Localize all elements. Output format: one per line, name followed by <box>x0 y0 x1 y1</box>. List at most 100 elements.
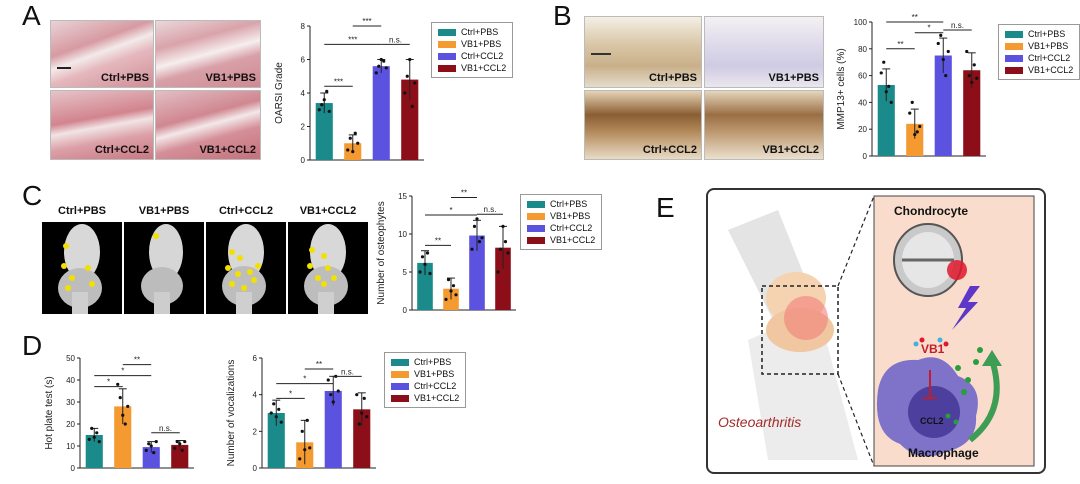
image-caption: Ctrl+CCL2 <box>642 144 697 156</box>
y-tick-label: 0 <box>71 464 76 473</box>
data-point <box>910 100 914 104</box>
legend-label: VB1+PBS <box>461 39 502 49</box>
histology-image-ctrl-ccl2: Ctrl+CCL2 <box>50 90 154 160</box>
image-caption: VB1+PBS <box>768 72 819 84</box>
data-point <box>336 389 340 393</box>
data-point <box>887 84 891 88</box>
legend-label: Ctrl+PBS <box>1028 29 1066 39</box>
image-caption: VB1+CCL2 <box>762 144 819 156</box>
data-point <box>300 429 304 433</box>
data-point <box>423 262 427 266</box>
data-point <box>173 446 177 450</box>
bar <box>401 79 419 160</box>
y-axis-label: MMP13+ cells (%) <box>836 48 847 129</box>
bar <box>267 413 285 468</box>
data-point <box>90 426 94 430</box>
y-tick-label: 40 <box>66 376 75 385</box>
data-point <box>180 448 184 452</box>
significance-label: ** <box>435 236 441 245</box>
data-point <box>178 442 182 446</box>
y-tick-label: 10 <box>66 442 75 451</box>
label-osteoarthritis: Osteoarthritis <box>718 414 802 430</box>
significance-label: ** <box>134 356 140 365</box>
data-point <box>355 393 359 397</box>
bar <box>906 123 924 156</box>
bar <box>85 435 103 468</box>
data-point <box>327 109 331 114</box>
data-point <box>329 393 333 397</box>
legend-b: Ctrl+PBS VB1+PBS Ctrl+CCL2 VB1+CCL2 <box>998 24 1080 80</box>
y-tick-label: 6 <box>301 56 306 65</box>
significance-label: n.s. <box>341 367 354 376</box>
y-tick-label: 0 <box>403 306 408 315</box>
significance-label: n.s. <box>389 35 402 44</box>
label-macrophage: Macrophage <box>908 446 979 460</box>
data-point <box>913 132 917 137</box>
significance-label: * <box>289 389 292 398</box>
data-point <box>351 150 355 154</box>
data-point <box>472 224 477 228</box>
ihc-image-ctrl-pbs: Ctrl+PBS <box>584 16 702 88</box>
image-caption: VB1+PBS <box>205 72 256 84</box>
data-point <box>403 91 407 95</box>
y-tick-label: 40 <box>858 98 867 107</box>
significance-label: ** <box>316 360 322 369</box>
microct-image-vb1-ccl2 <box>288 222 368 314</box>
y-axis-label: Number of vocalizations <box>226 360 237 467</box>
legend-label: VB1+PBS <box>550 211 591 221</box>
data-point <box>946 49 950 54</box>
legend-label: Ctrl+CCL2 <box>1028 53 1071 63</box>
legend-swatch <box>1005 54 1023 62</box>
microct-image-ctrl-pbs <box>42 222 122 314</box>
data-point <box>348 136 352 140</box>
bar <box>171 444 189 468</box>
data-point <box>965 49 969 54</box>
data-point <box>87 437 91 441</box>
ihc-image-vb1-ccl2: VB1+CCL2 <box>704 90 824 160</box>
data-point <box>95 431 99 435</box>
data-point <box>97 440 101 444</box>
panel-label-b: B <box>553 0 572 31</box>
label-ccl2: CCL2 <box>920 416 944 426</box>
legend-item: Ctrl+CCL2 <box>1005 52 1073 64</box>
legend-swatch <box>1005 66 1023 74</box>
data-point <box>501 224 505 228</box>
data-point <box>152 451 156 455</box>
data-point <box>405 74 409 78</box>
legend-item: VB1+PBS <box>527 210 595 222</box>
data-point <box>279 420 283 424</box>
image-caption: Ctrl+PBS <box>649 72 697 84</box>
bar <box>469 235 485 310</box>
y-tick-label: 2 <box>253 427 258 436</box>
y-axis-label: Number of osteophytes <box>376 201 387 304</box>
bar <box>353 409 371 468</box>
data-point <box>374 71 378 75</box>
data-point <box>92 435 96 439</box>
histology-image-vb1-ccl2: VB1+CCL2 <box>155 90 261 160</box>
data-point <box>408 57 412 62</box>
data-point <box>365 415 369 419</box>
legend-label: Ctrl+CCL2 <box>414 381 457 391</box>
image-caption: Ctrl+CCL2 <box>94 144 149 156</box>
legend-label: VB1+CCL2 <box>550 235 596 245</box>
legend-item: Ctrl+CCL2 <box>438 50 506 62</box>
data-point <box>183 440 187 444</box>
legend-label: Ctrl+CCL2 <box>461 51 504 61</box>
y-tick-label: 4 <box>301 89 306 98</box>
bar <box>963 70 981 156</box>
data-point <box>377 64 381 68</box>
image-caption: VB1+CCL2 <box>199 144 256 156</box>
legend-item: Ctrl+PBS <box>1005 28 1073 40</box>
data-point <box>918 124 922 129</box>
chart-oarsi-grade: 0 2 4 6 8 OARSI Grade *** *** *** n.s. <box>274 17 424 165</box>
significance-label: * <box>927 24 930 33</box>
data-point <box>277 407 281 411</box>
y-axis-label: OARSI Grade <box>274 62 285 124</box>
data-point <box>175 440 179 444</box>
significance-label: n.s. <box>951 21 964 30</box>
data-point <box>475 217 479 221</box>
data-point <box>123 422 127 426</box>
schematic-illustration <box>728 195 1035 467</box>
